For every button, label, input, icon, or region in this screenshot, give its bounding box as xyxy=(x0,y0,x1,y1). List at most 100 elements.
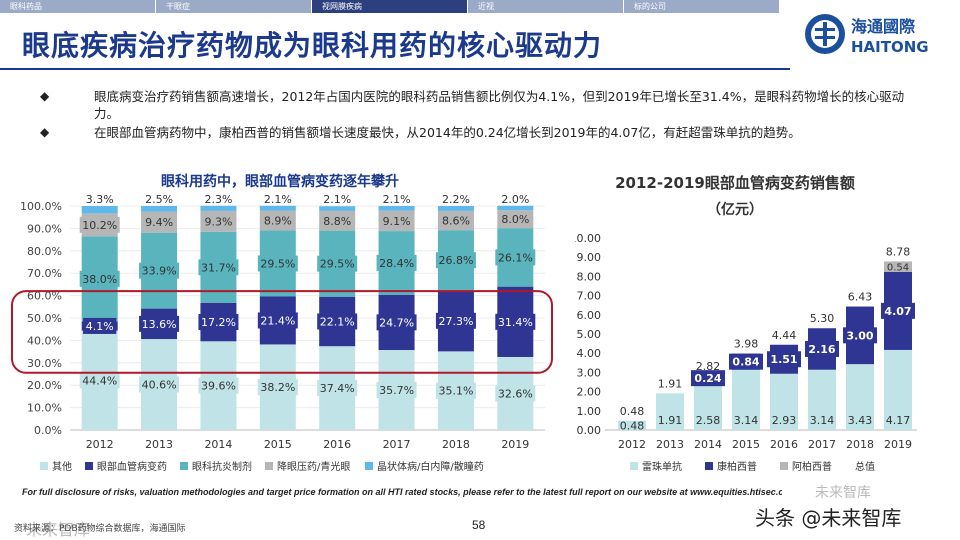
total-label: 8.78 xyxy=(886,245,911,258)
bar-segment xyxy=(437,206,474,211)
data-label-box xyxy=(435,382,476,399)
chart-subtitle: （亿元） xyxy=(707,201,763,218)
data-label-box xyxy=(881,302,915,319)
y-tick-label: 7.00 xyxy=(577,290,602,303)
bar-segment xyxy=(808,369,836,430)
data-label: 2.93 xyxy=(772,414,797,427)
legend-label: 总值 xyxy=(855,460,875,473)
data-label-box xyxy=(843,327,877,344)
data-label-box xyxy=(435,252,476,269)
data-label-box xyxy=(257,255,298,272)
y-tick-label: 5.00 xyxy=(577,328,602,341)
data-label-box xyxy=(495,385,536,402)
page-number: 58 xyxy=(472,518,486,532)
data-label-box xyxy=(320,212,354,229)
bar-segment xyxy=(497,205,534,211)
data-label-box xyxy=(495,249,536,266)
share-stacked-bar-chart: 眼科用药中，眼部血管病变药逐年攀升 0.0% 10.0% 20.0% 30.0% 40.0… xyxy=(11,173,553,473)
data-label: 26.1% xyxy=(498,251,533,264)
data-label: 3.3% xyxy=(86,193,114,206)
highlight-box xyxy=(11,290,553,374)
y-tick-label: 100.0% xyxy=(20,200,62,213)
bullet-text: 在眼部血管病药物中，康柏西普的销售额增长速度最快，从2014年的0.24亿增长到… xyxy=(94,125,801,140)
data-label-box xyxy=(198,314,239,331)
data-label-box xyxy=(376,382,417,399)
x-tick-label: 2019 xyxy=(884,438,912,451)
x-tick-label: 2018 xyxy=(846,438,874,451)
data-label: 27.3% xyxy=(438,315,473,328)
data-label: 4.17 xyxy=(886,414,911,427)
legend-swatch xyxy=(85,462,93,470)
data-label-box xyxy=(139,262,180,279)
data-label: 3.43 xyxy=(848,414,873,427)
chart-title: 眼科用药中，眼部血管病变药逐年攀升 xyxy=(161,173,399,190)
nav-tab-3[interactable]: 近视 xyxy=(468,0,624,13)
data-label-box xyxy=(198,377,239,394)
data-label: 32.6% xyxy=(498,387,533,400)
bullet-list: ◆ 眼底病变治疗药销售额高速增长，2012年占国内医院的眼科药品销售额比例仅为4… xyxy=(40,88,920,143)
nav-tab-2[interactable]: 视网膜疾病 xyxy=(312,0,468,13)
watermark-mid: 未来智库 xyxy=(815,485,871,501)
x-tick-label: 2015 xyxy=(264,438,292,451)
data-label-box xyxy=(317,380,358,397)
bar-segment xyxy=(846,364,874,430)
bar-segment xyxy=(319,206,356,211)
data-label-box xyxy=(805,340,839,357)
total-label: 0.48 xyxy=(620,405,645,418)
legend-label: 康柏西普 xyxy=(717,460,757,473)
page-title: 眼底疾病治疗药物成为眼科用药的核心驱动力 xyxy=(22,29,603,62)
legend-label: 眼部血管病变药 xyxy=(97,460,167,473)
legend-swatch xyxy=(180,462,188,470)
data-label: 31.7% xyxy=(201,261,236,274)
data-label-box xyxy=(317,255,358,272)
total-label: 4.44 xyxy=(772,329,797,342)
y-tick-label: 1.00 xyxy=(577,405,602,418)
data-label-box xyxy=(257,379,298,396)
bar-segment xyxy=(884,261,912,272)
data-label: 33.9% xyxy=(142,265,177,278)
data-label-box xyxy=(435,312,476,329)
data-label: 0.24 xyxy=(694,372,721,385)
nav-tab-0[interactable]: 眼科药品 xyxy=(0,0,156,13)
data-label-box xyxy=(79,372,120,389)
data-label: 8.0% xyxy=(501,213,529,226)
watermark-left: 未来智库 xyxy=(26,520,91,539)
haitong-logo: 海通國際 HAITONG xyxy=(805,14,929,56)
y-tick-label: 80.0% xyxy=(27,245,62,258)
data-label: 2.1% xyxy=(264,193,292,206)
data-label: 40.6% xyxy=(142,379,177,392)
data-label: 8.9% xyxy=(264,214,292,227)
x-tick-label: 2017 xyxy=(383,438,411,451)
total-label: 3.98 xyxy=(734,338,759,351)
y-tick-label: 8.00 xyxy=(577,270,602,283)
bar-segment xyxy=(378,206,415,211)
data-label: 0.48 xyxy=(620,419,645,432)
y-tick-label: 0.0% xyxy=(34,424,62,437)
data-label-box xyxy=(439,212,473,229)
nav-tab-4[interactable]: 标的公司 xyxy=(624,0,780,13)
data-label-box xyxy=(691,370,725,387)
total-label: 6.43 xyxy=(848,291,873,304)
data-label: 24.7% xyxy=(379,316,414,329)
watermark: 头条 @未来智库 xyxy=(755,506,902,530)
data-label-box xyxy=(376,254,417,271)
logo-en: HAITONG xyxy=(851,38,929,56)
data-label: 44.4% xyxy=(82,374,117,387)
legend-label: 其他 xyxy=(52,460,72,473)
x-tick-label: 2016 xyxy=(323,438,351,451)
legend-label: 雷珠单抗 xyxy=(642,460,682,473)
data-label: 38.2% xyxy=(260,381,295,394)
nav-tab-1[interactable]: 干眼症 xyxy=(156,0,312,13)
legend-swatch xyxy=(265,462,273,470)
source-note: 资料来源：PDB药物综合数据库，海通国际 xyxy=(14,524,186,534)
diamond-icon: ◆ xyxy=(40,125,50,139)
legend-swatch xyxy=(365,462,373,470)
legend-swatch xyxy=(630,462,638,470)
data-label-box xyxy=(495,313,536,330)
bar-segment xyxy=(618,420,646,430)
data-label: 2.3% xyxy=(204,193,232,206)
data-label: 1.91 xyxy=(658,414,683,427)
y-tick-label: 40.0% xyxy=(27,334,62,347)
y-tick-label: 60.0% xyxy=(27,290,62,303)
data-label: 28.4% xyxy=(379,257,414,270)
